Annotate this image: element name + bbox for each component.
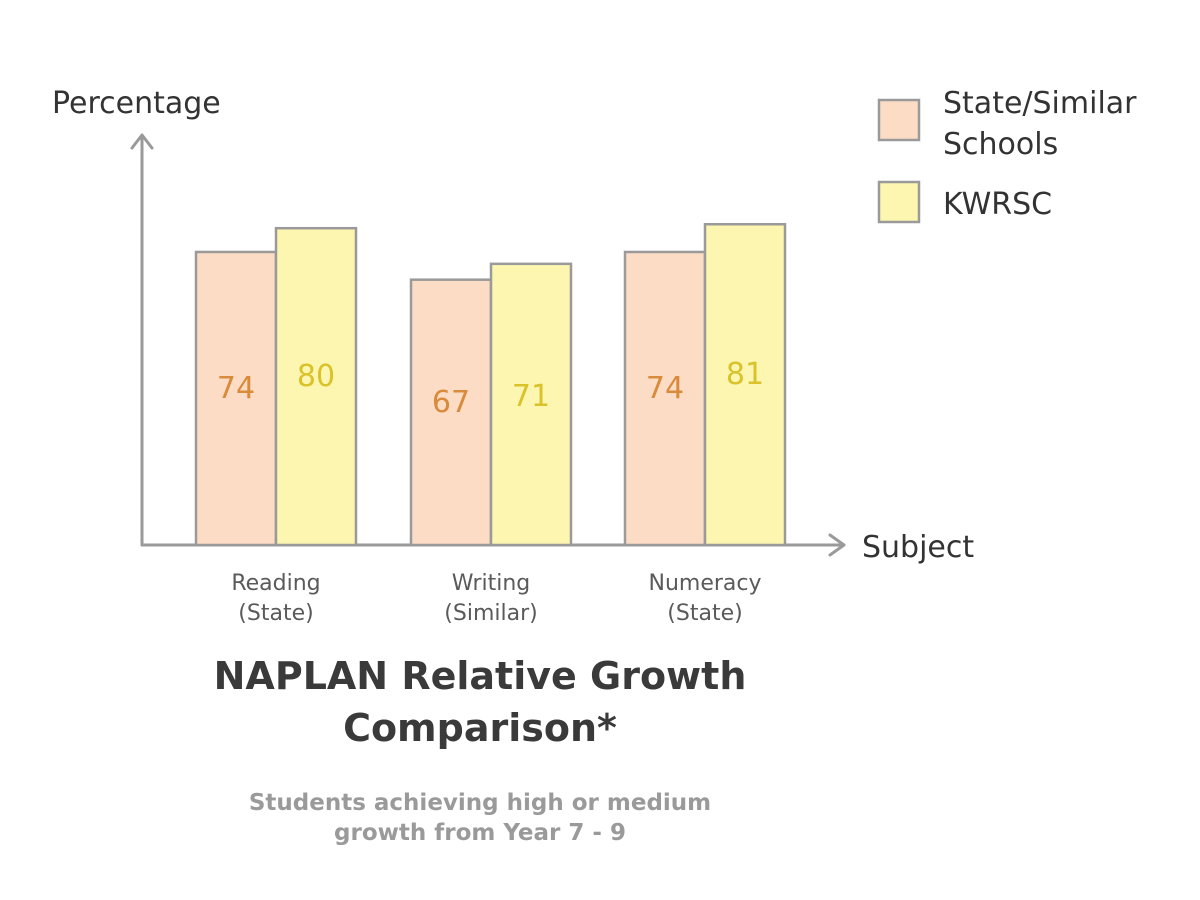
chart-title: NAPLAN Relative Growth Comparison*	[213, 654, 747, 750]
legend-label: Schools	[943, 127, 1058, 162]
data-label: 67	[432, 385, 470, 420]
data-label: 74	[217, 371, 255, 406]
bar-state-similar-1	[409, 278, 493, 547]
bars: 74 67 74 80 71 81	[194, 222, 787, 547]
x-tick-label: (Similar)	[444, 601, 537, 626]
data-label: 80	[297, 359, 335, 394]
x-tick-label: Reading	[231, 571, 320, 596]
x-tick-labels: Reading (State) Writing (Similar) Numeracy (S…	[231, 571, 761, 626]
bar-state-similar-2	[623, 250, 707, 547]
chart-subtitle: Students achieving high or medium growth…	[248, 790, 712, 846]
bar-kwrsc-0	[274, 226, 358, 547]
x-axis-title: Subject	[862, 530, 974, 565]
legend-label: KWRSC	[943, 187, 1052, 222]
data-label: 74	[646, 371, 684, 406]
data-label: 81	[726, 357, 764, 392]
bar-kwrsc-2	[703, 222, 787, 547]
y-axis	[130, 133, 154, 547]
legend-swatch	[877, 98, 921, 142]
legend-swatch	[877, 180, 921, 224]
legend-label: State/Similar	[943, 86, 1137, 121]
x-tick-label: Writing	[452, 571, 531, 596]
data-label: 71	[512, 379, 550, 414]
y-axis-title: Percentage	[52, 86, 221, 121]
x-tick-label: (State)	[667, 601, 742, 626]
x-tick-label: (State)	[238, 601, 313, 626]
x-tick-label: Numeracy	[648, 571, 761, 596]
legend: State/Similar Schools KWRSC	[877, 86, 1137, 224]
bar-kwrsc-1	[489, 262, 573, 547]
